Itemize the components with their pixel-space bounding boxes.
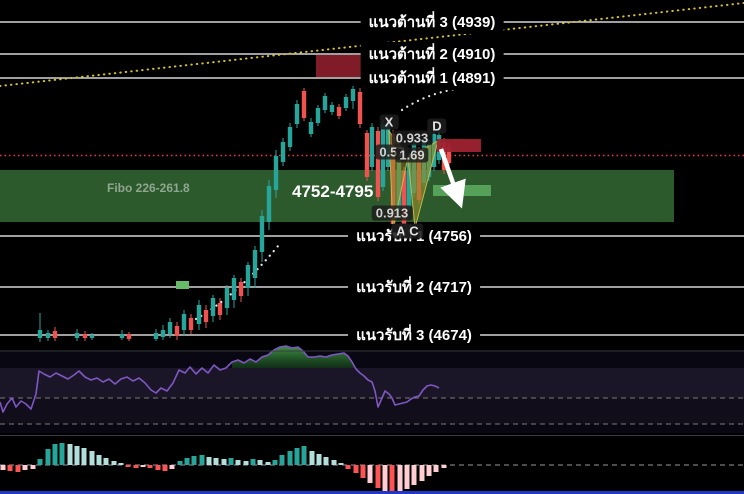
rsi-panel (0, 345, 744, 433)
sar-dots (194, 86, 464, 321)
panel-separators (0, 350, 744, 436)
d-point-box (437, 139, 481, 152)
target-bar (433, 185, 491, 196)
bottom-accent-bar (0, 491, 744, 494)
resistance-box (316, 55, 462, 77)
rsi-line (0, 345, 440, 413)
fibo-zone (0, 170, 674, 222)
projection-arrow (438, 148, 466, 209)
zones (0, 55, 674, 222)
overlays (176, 139, 491, 289)
entry-marker (176, 281, 189, 289)
macd-histogram (0, 443, 744, 493)
